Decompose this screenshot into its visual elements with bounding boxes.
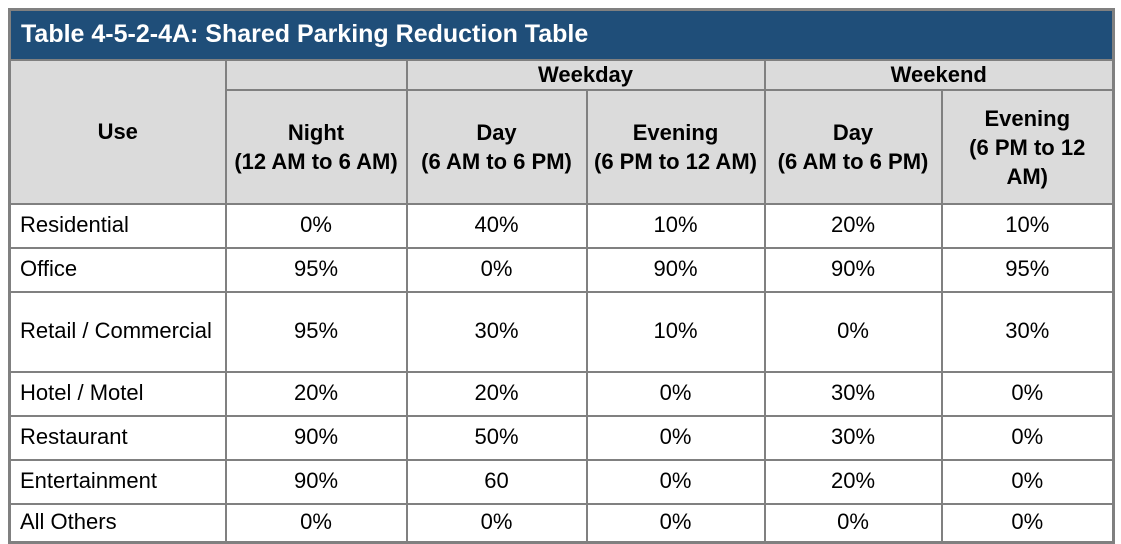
- col-header-label: Evening: [632, 120, 719, 145]
- value-cell: 95%: [224, 247, 408, 293]
- value-cell: 0%: [585, 503, 766, 544]
- value-cell: 30%: [763, 371, 943, 417]
- value-cell: 0%: [405, 503, 588, 544]
- value-cell: 20%: [763, 203, 943, 249]
- value-cell: 0%: [585, 459, 766, 505]
- value-cell: 0%: [940, 459, 1115, 505]
- col-header-weekend-evening: Evening (6 PM to 12 AM): [940, 89, 1115, 205]
- use-cell: Restaurant: [8, 415, 227, 461]
- use-cell: Office: [8, 247, 227, 293]
- table-row-office: Office 95% 0% 90% 90% 95%: [8, 247, 1115, 293]
- value-cell: 30%: [405, 291, 588, 373]
- col-header-weekday-day: Day (6 AM to 6 PM): [405, 89, 588, 205]
- value-cell: 30%: [763, 415, 943, 461]
- col-header-label: Day: [832, 120, 874, 145]
- col-header-night: Night (12 AM to 6 AM): [224, 89, 408, 205]
- value-cell: 0%: [763, 503, 943, 544]
- value-cell: 95%: [940, 247, 1115, 293]
- table-title-row: Table 4-5-2-4A: Shared Parking Reduction…: [8, 8, 1115, 61]
- col-header-label: Day: [476, 120, 517, 145]
- group-header-weekend: Weekend: [763, 59, 1115, 91]
- value-cell: 20%: [224, 371, 408, 417]
- data-table: Table 4-5-2-4A: Shared Parking Reduction…: [8, 8, 1115, 544]
- col-header-range: (12 AM to 6 AM): [234, 149, 398, 174]
- value-cell: 0%: [224, 503, 408, 544]
- value-cell: 0%: [585, 371, 766, 417]
- table-row-hotel-motel: Hotel / Motel 20% 20% 0% 30% 0%: [8, 371, 1115, 417]
- col-header-range: (6 AM to 6 PM): [421, 149, 572, 174]
- value-cell: 60: [405, 459, 588, 505]
- col-header-range: (6 PM to 12 AM): [969, 134, 1086, 189]
- table-row-restaurant: Restaurant 90% 50% 0% 30% 0%: [8, 415, 1115, 461]
- use-cell: All Others: [8, 503, 227, 544]
- value-cell: 40%: [405, 203, 588, 249]
- use-cell: Retail / Commercial: [8, 291, 227, 373]
- value-cell: 90%: [224, 459, 408, 505]
- value-cell: 0%: [940, 415, 1115, 461]
- value-cell: 90%: [224, 415, 408, 461]
- use-cell: Hotel / Motel: [8, 371, 227, 417]
- value-cell: 95%: [224, 291, 408, 373]
- value-cell: 0%: [405, 247, 588, 293]
- header-group-row: Use Weekday Weekend: [8, 59, 1115, 205]
- use-cell: Residential: [8, 203, 227, 249]
- header-columns-row: Night (12 AM to 6 AM) Day (6 AM to 6 PM)…: [10, 89, 1115, 205]
- value-cell: 0%: [585, 415, 766, 461]
- col-header-weekend-day: Day (6 AM to 6 PM): [763, 89, 943, 205]
- table-row-residential: Residential 0% 40% 10% 20% 10%: [8, 203, 1115, 249]
- shared-parking-reduction-table: Table 4-5-2-4A: Shared Parking Reduction…: [8, 8, 1115, 544]
- value-cell: 20%: [405, 371, 588, 417]
- col-header-weekday-evening: Evening (6 PM to 12 AM): [585, 89, 766, 205]
- value-cell: 0%: [763, 291, 943, 373]
- table-title: Table 4-5-2-4A: Shared Parking Reduction…: [8, 8, 1115, 61]
- col-header-label: Night: [287, 120, 345, 145]
- table-row-retail-commercial: Retail / Commercial 95% 30% 10% 0% 30%: [8, 291, 1115, 373]
- value-cell: 10%: [585, 203, 766, 249]
- value-cell: 0%: [940, 503, 1115, 544]
- use-cell: Entertainment: [8, 459, 227, 505]
- table-row-all-others: All Others 0% 0% 0% 0% 0%: [8, 503, 1115, 544]
- col-header-use: Use: [8, 59, 227, 205]
- value-cell: 0%: [940, 371, 1115, 417]
- value-cell: 90%: [585, 247, 766, 293]
- value-cell: 30%: [940, 291, 1115, 373]
- header-spacer-cell: [224, 59, 408, 91]
- col-header-label: Evening: [984, 105, 1071, 131]
- value-cell: 90%: [763, 247, 943, 293]
- group-header-weekday: Weekday: [405, 59, 766, 91]
- col-header-range: (6 AM to 6 PM): [777, 149, 929, 174]
- table-row-entertainment: Entertainment 90% 60 0% 20% 0%: [8, 459, 1115, 505]
- col-header-range: (6 PM to 12 AM): [594, 149, 757, 174]
- value-cell: 50%: [405, 415, 588, 461]
- value-cell: 0%: [224, 203, 408, 249]
- value-cell: 20%: [763, 459, 943, 505]
- value-cell: 10%: [585, 291, 766, 373]
- value-cell: 10%: [940, 203, 1115, 249]
